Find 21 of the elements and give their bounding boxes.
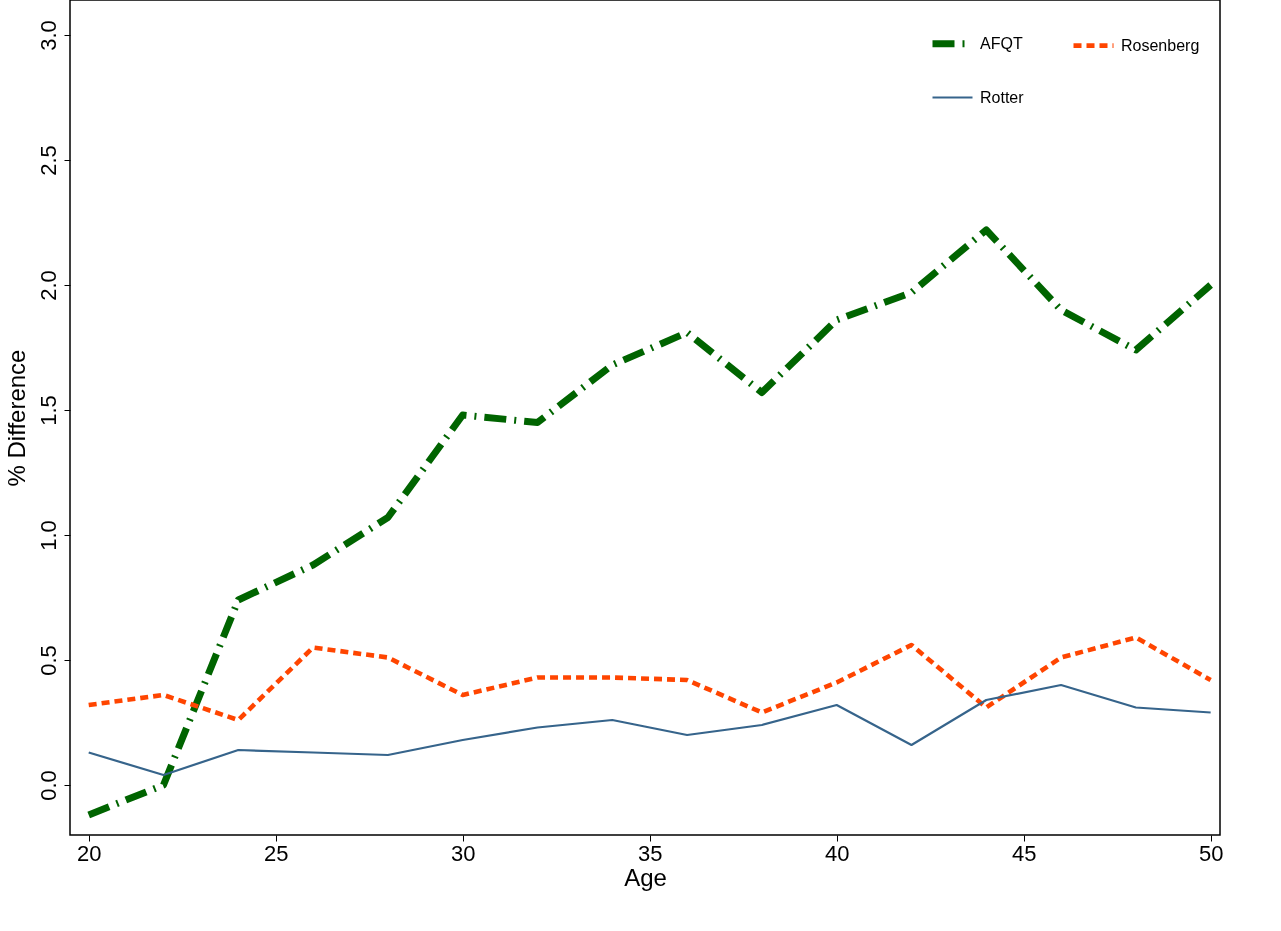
y-tick-label: 1.5 [35,395,61,426]
x-tick-label: 35 [637,840,663,866]
x-tick-label: 40 [824,840,850,866]
legend-label: Rotter [980,88,1025,106]
line-series [87,683,1212,777]
legend-label: AFQT [980,34,1023,52]
x-tick-label: 25 [263,840,289,866]
y-tick-label: 0.0 [35,770,61,801]
y-tick-label: 0.5 [35,645,61,676]
legend-label: Rosenberg [1121,36,1200,54]
y-tick-label: 3.0 [35,20,61,51]
y-tick-label: 2.5 [35,145,61,176]
x-tick-label: 30 [450,840,476,866]
y-tick-label: 2.0 [35,270,61,301]
x-axis-title: Age [624,863,667,891]
x-tick-label: 20 [76,840,102,866]
line-series [86,635,1213,723]
x-tick-label: 45 [1011,840,1037,866]
y-axis-title: % Difference [2,349,30,487]
y-tick-label: 1.0 [35,520,61,551]
x-tick-label: 50 [1198,840,1224,866]
